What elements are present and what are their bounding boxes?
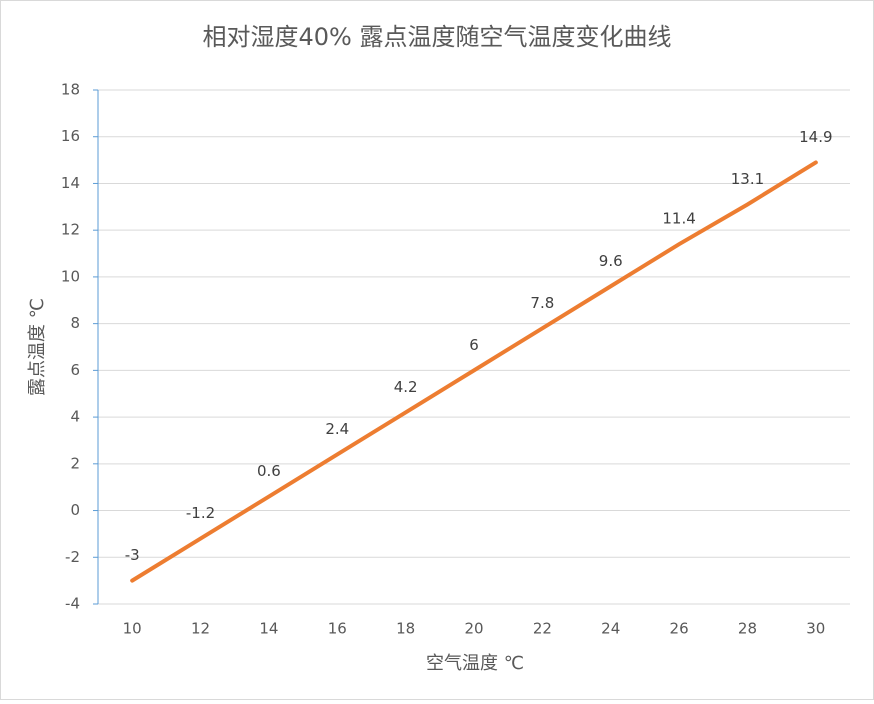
data-label: 9.6 (599, 252, 623, 270)
data-label: 2.4 (325, 420, 349, 438)
x-tick-label: 14 (259, 620, 278, 638)
chart-title: 相对湿度40% 露点温度随空气温度变化曲线 (203, 23, 672, 51)
x-tick-label: 22 (533, 620, 552, 638)
y-tick-label: -2 (65, 548, 80, 566)
y-tick-label: -4 (65, 595, 80, 613)
x-tick-label: 16 (328, 620, 347, 638)
y-tick-label: 18 (61, 81, 80, 99)
x-tick-label: 18 (396, 620, 415, 638)
data-label: 6 (469, 336, 479, 354)
data-label: -3 (125, 546, 140, 564)
y-tick-label: 16 (61, 127, 80, 145)
y-tick-label: 2 (70, 454, 80, 472)
x-tick-label: 10 (123, 620, 142, 638)
y-tick-label: 8 (70, 314, 80, 332)
x-tick-label: 20 (464, 620, 483, 638)
x-tick-label: 12 (191, 620, 210, 638)
y-tick-label: 0 (70, 501, 80, 519)
data-label: 7.8 (530, 294, 554, 312)
y-tick-label: 14 (61, 174, 80, 192)
y-tick-label: 4 (70, 408, 80, 426)
x-tick-label: 28 (738, 620, 757, 638)
data-label: 11.4 (662, 210, 695, 228)
data-label: 14.9 (799, 128, 832, 146)
x-tick-label: 26 (670, 620, 689, 638)
x-tick-label: 24 (601, 620, 620, 638)
y-tick-label: 6 (70, 361, 80, 379)
data-label: 13.1 (731, 170, 764, 188)
y-tick-label: 10 (61, 267, 80, 285)
y-axis-label: 露点温度 ℃ (27, 298, 48, 396)
x-axis-label: 空气温度 ℃ (426, 653, 524, 674)
x-tick-label: 30 (806, 620, 825, 638)
y-tick-label: 12 (61, 221, 80, 239)
data-label: 0.6 (257, 462, 281, 480)
data-label: -1.2 (186, 504, 215, 522)
data-label: 4.2 (394, 378, 418, 396)
data-line (130, 160, 818, 583)
